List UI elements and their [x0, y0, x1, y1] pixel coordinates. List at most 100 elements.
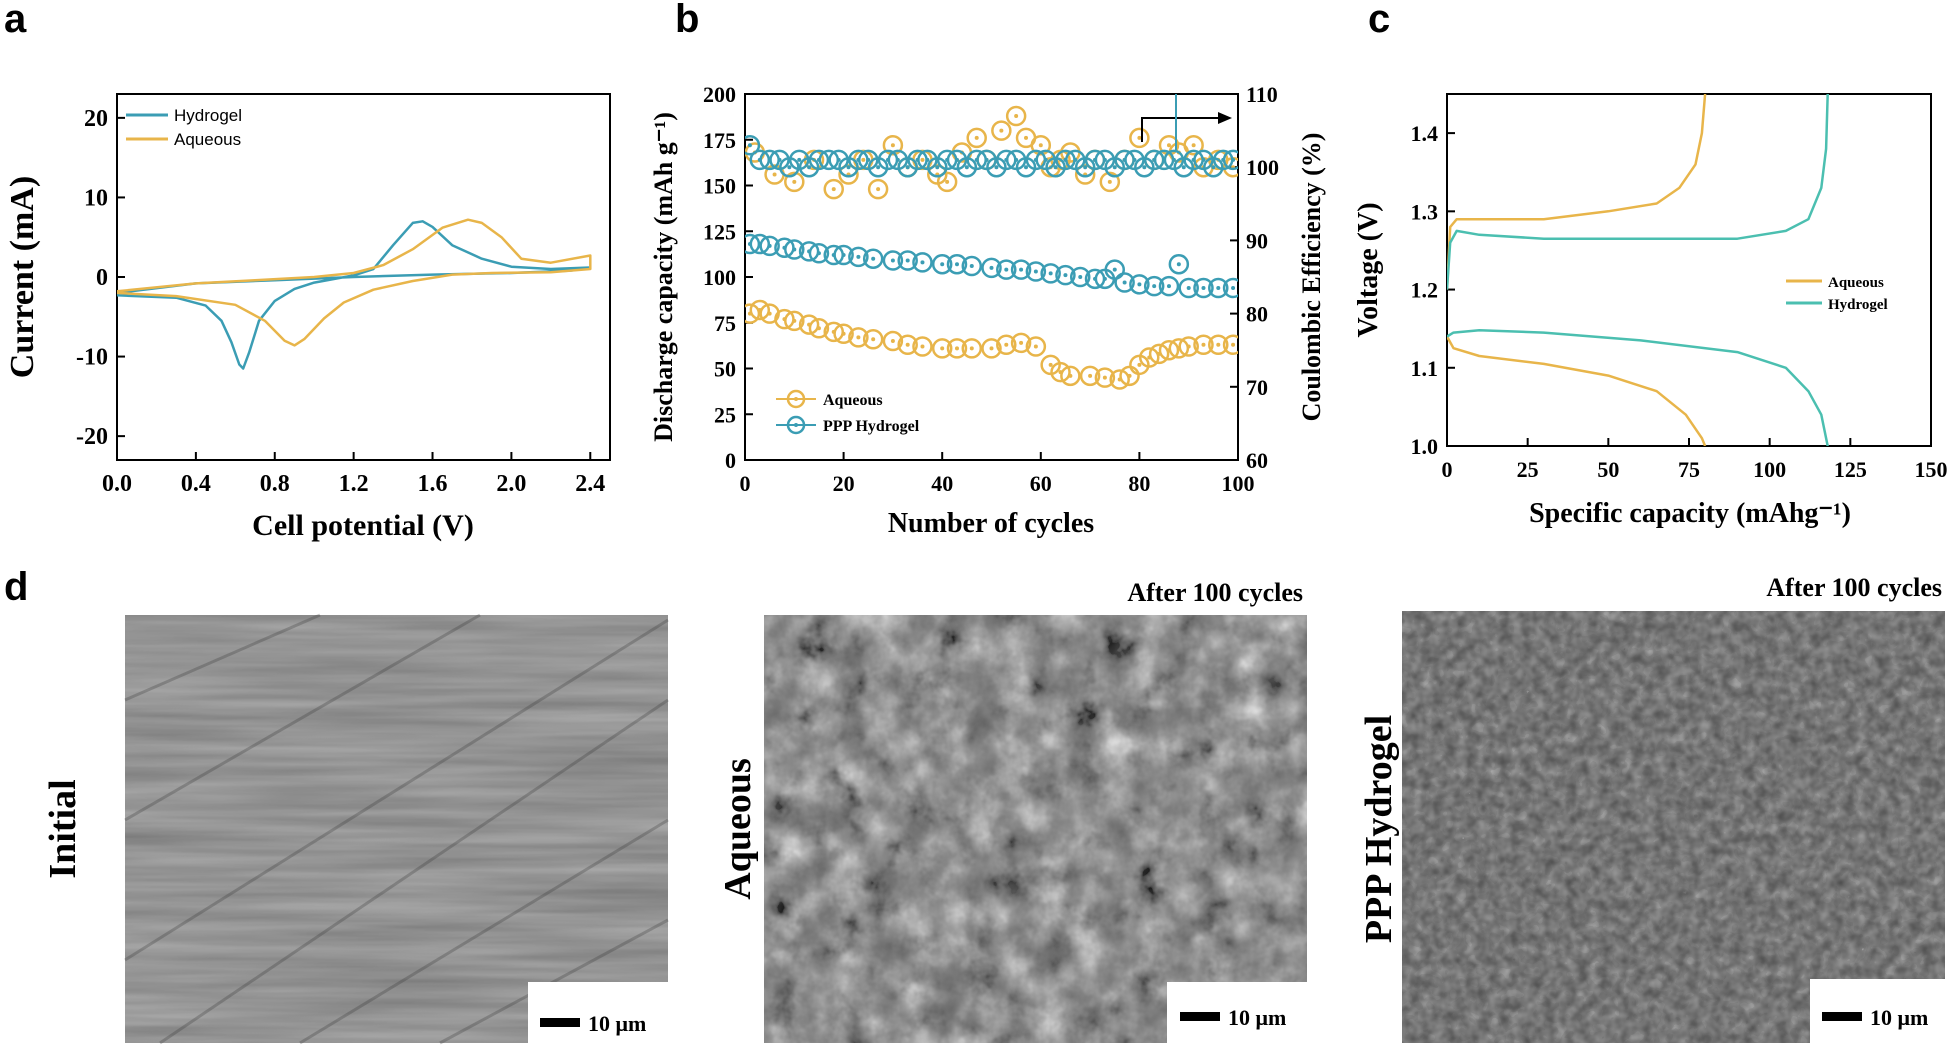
- data-point-center-ppp-hydrogel: [1231, 285, 1236, 290]
- data-point-center-aqueous: [1068, 373, 1073, 378]
- y-tick-label: 125: [703, 219, 736, 244]
- data-point-center-ppp-hydrogel-ce: [1201, 157, 1206, 162]
- y-tick-label: -10: [76, 345, 108, 371]
- series-group: [1447, 94, 1829, 446]
- scale-bar-label: 10 μm: [588, 1011, 646, 1036]
- data-point-center-ppp-hydrogel: [767, 243, 772, 248]
- data-point-center-ppp-hydrogel-ce: [1043, 157, 1048, 162]
- y-tick-label: 1.4: [1411, 121, 1439, 146]
- data-point-center-aqueous: [920, 344, 925, 349]
- data-point-center-aqueous: [841, 331, 846, 336]
- data-point-ppp-hydrogel: [1025, 261, 1047, 282]
- data-point-center-ppp-hydrogel: [1112, 267, 1117, 272]
- y-tick-label: 1.3: [1411, 199, 1439, 224]
- data-point-center-aqueous-ce: [831, 187, 836, 192]
- data-point-center-aqueous: [1137, 362, 1142, 367]
- series-group: [745, 105, 1238, 390]
- y-axis-label: Current (mA): [4, 176, 41, 378]
- data-point-center-ppp-hydrogel: [816, 251, 821, 256]
- after-cycles-label-aqueous: After 100 cycles: [1127, 578, 1303, 607]
- data-point-center-aqueous: [856, 335, 861, 340]
- panel-c-voltage-chart: 0 25 50 75 100 125 150 1.0 1.1 1.2 1.3 1.4 Aqueous …: [1353, 93, 1948, 529]
- data-point-center-ppp-hydrogel: [940, 262, 945, 267]
- data-point-aqueous: [1222, 334, 1238, 355]
- y-tick-label: 20: [84, 106, 108, 132]
- data-point-center-aqueous: [816, 326, 821, 331]
- data-point-center-ppp-hydrogel: [1152, 284, 1157, 289]
- data-point-center-aqueous-ce: [920, 157, 925, 162]
- data-point-aqueous: [1010, 332, 1032, 354]
- y-tick-label: 0: [725, 448, 736, 473]
- after-cycles-label-hydrogel: After 100 cycles: [1766, 573, 1942, 602]
- data-point-aqueous-ce: [936, 171, 958, 193]
- data-point-aqueous: [912, 336, 933, 357]
- x-tick-label: 50: [1597, 457, 1619, 482]
- data-point-center-ppp-hydrogel-ce: [787, 165, 792, 170]
- data-point-center-aqueous: [1033, 344, 1038, 349]
- data-point-center-aqueous: [1127, 373, 1132, 378]
- series-line-aqueous: [117, 218, 592, 347]
- data-point-center-aqueous: [1004, 342, 1009, 347]
- axis-ticks: 0.0 0.4 0.8 1.2 1.6 2.0 2.4 20 10 0 -10 -20: [76, 106, 605, 497]
- data-point-aqueous-ce: [882, 134, 904, 156]
- y-right-tick-label: 110: [1246, 82, 1278, 107]
- data-point-center-ppp-hydrogel: [1216, 285, 1221, 290]
- data-point-center-ppp-hydrogel: [1186, 285, 1191, 290]
- data-point-center-aqueous-ce: [890, 143, 895, 148]
- y-tick-label: -20: [76, 424, 108, 450]
- data-point-center-ppp-hydrogel-ce: [1014, 157, 1019, 162]
- data-point-center-ppp-hydrogel-ce: [905, 165, 910, 170]
- scale-bar-label: 10 μm: [1870, 1005, 1928, 1030]
- data-point-center-aqueous: [989, 346, 994, 351]
- data-point-aqueous: [833, 323, 854, 344]
- legend: Aqueous PPP Hydrogel: [776, 389, 920, 435]
- data-point-aqueous: [1050, 361, 1071, 383]
- data-point-center-aqueous-ce: [1191, 143, 1196, 148]
- x-tick-label: 1.6: [418, 471, 448, 497]
- y-axis-label-left: Discharge capacity (mAh g⁻¹): [649, 112, 678, 442]
- data-point-center-ppp-hydrogel-ce: [747, 143, 752, 148]
- data-point-ppp-hydrogel: [1208, 277, 1229, 299]
- data-point-aqueous: [848, 327, 869, 348]
- axis-ticks: 0 20 40 60 80 100 0 25 50 75 100 125 150 175 200 60 70 80…: [703, 82, 1279, 496]
- data-point-center-ppp-hydrogel: [1166, 284, 1171, 289]
- data-point-aqueous: [882, 330, 904, 352]
- data-point-ppp-hydrogel: [1158, 275, 1180, 297]
- panel-a-cv-chart: 0.0 0.4 0.8 1.2 1.6 2.0 2.4 20 10 0 -10 -20 Hydroge…: [4, 93, 611, 542]
- data-point-center-ppp-hydrogel-ce: [925, 157, 930, 162]
- data-point-aqueous: [981, 338, 1002, 359]
- y-tick-label: 1.0: [1411, 434, 1439, 459]
- data-point-center-ppp-hydrogel-ce: [807, 165, 812, 170]
- data-point-center-ppp-hydrogel: [1176, 262, 1181, 267]
- data-point-aqueous: [1148, 343, 1170, 365]
- data-point-center-aqueous: [767, 311, 772, 316]
- data-point-aqueous: [931, 338, 953, 359]
- data-point-center-aqueous: [905, 342, 910, 347]
- data-point-aqueous-ce: [1129, 127, 1150, 149]
- y-right-tick-label: 90: [1246, 228, 1268, 253]
- data-point-aqueous: [1025, 336, 1047, 357]
- legend-label-ppp-hydrogel: PPP Hydrogel: [823, 418, 920, 435]
- data-point-center-aqueous-ce: [876, 187, 881, 192]
- data-point-aqueous: [1079, 365, 1101, 387]
- series-group: [117, 218, 592, 370]
- data-point-aqueous: [784, 310, 805, 332]
- data-point-ppp-hydrogel: [1193, 277, 1214, 299]
- scale-bar-box: [528, 982, 668, 1043]
- data-point-center-ppp-hydrogel: [1033, 269, 1038, 274]
- data-point-center-ppp-hydrogel: [1137, 282, 1142, 287]
- data-point-center-aqueous-ce: [792, 179, 797, 184]
- data-point-center-aqueous-ce: [1014, 113, 1019, 118]
- side-label-aqueous: Aqueous: [717, 758, 759, 900]
- data-point-center-ppp-hydrogel-ce: [866, 157, 871, 162]
- y-tick-label: 1.1: [1411, 356, 1439, 381]
- data-point-center-aqueous: [792, 318, 797, 323]
- data-point-ppp-hydrogel: [981, 257, 1002, 279]
- data-point-center-ppp-hydrogel-ce: [984, 157, 989, 162]
- data-point-center-aqueous: [1019, 340, 1024, 345]
- data-point-ppp-hydrogel: [749, 233, 771, 255]
- discharge-curve-hydrogel: [1447, 328, 1829, 446]
- data-point-center-ppp-hydrogel-ce: [876, 165, 881, 170]
- y-tick-label: 0: [96, 265, 108, 291]
- data-point-center-ppp-hydrogel: [841, 253, 846, 258]
